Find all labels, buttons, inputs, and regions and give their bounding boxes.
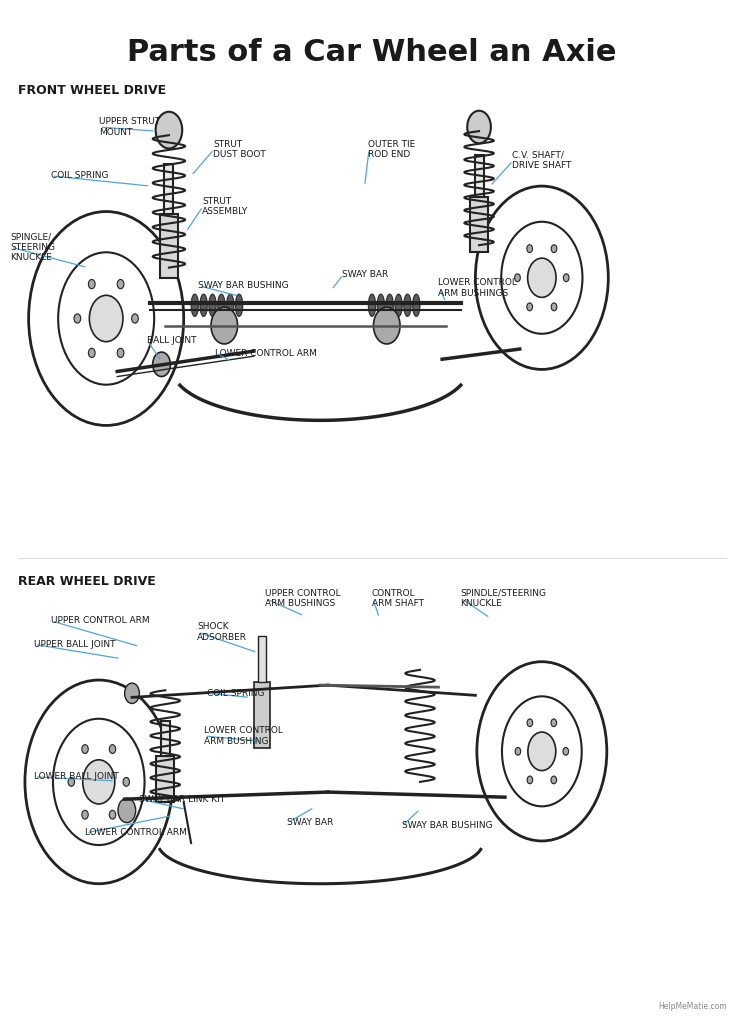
Text: COIL SPRING: COIL SPRING [207, 689, 264, 697]
Text: CONTROL
ARM SHAFT: CONTROL ARM SHAFT [372, 589, 424, 608]
Ellipse shape [395, 294, 403, 316]
Circle shape [89, 295, 123, 342]
Circle shape [123, 777, 129, 786]
Ellipse shape [368, 294, 376, 316]
Ellipse shape [218, 294, 225, 316]
Circle shape [528, 732, 556, 771]
Ellipse shape [377, 294, 385, 316]
Circle shape [118, 798, 135, 822]
Text: LOWER CONTROL
ARM BUSHING: LOWER CONTROL ARM BUSHING [204, 726, 283, 745]
Circle shape [109, 810, 116, 819]
Text: UPPER CONTROL
ARM BUSHINGS: UPPER CONTROL ARM BUSHINGS [265, 589, 341, 608]
Ellipse shape [235, 294, 243, 316]
Circle shape [118, 348, 124, 357]
Circle shape [109, 744, 116, 754]
Circle shape [153, 352, 170, 377]
Ellipse shape [191, 294, 199, 316]
Circle shape [373, 307, 400, 344]
Text: FRONT WHEEL DRIVE: FRONT WHEEL DRIVE [18, 84, 166, 97]
Text: SWAY BAR BUSHING: SWAY BAR BUSHING [199, 282, 289, 291]
Text: SWAY BAR LINK KIT: SWAY BAR LINK KIT [139, 795, 225, 804]
Circle shape [551, 719, 557, 727]
FancyBboxPatch shape [475, 155, 484, 198]
Text: STRUT
DUST BOOT: STRUT DUST BOOT [214, 139, 266, 159]
FancyBboxPatch shape [254, 682, 270, 749]
Circle shape [125, 683, 139, 703]
FancyBboxPatch shape [156, 757, 174, 802]
Ellipse shape [200, 294, 208, 316]
Circle shape [467, 111, 491, 143]
FancyBboxPatch shape [161, 721, 170, 757]
Circle shape [527, 245, 533, 253]
Circle shape [515, 273, 520, 282]
Circle shape [515, 748, 521, 755]
FancyBboxPatch shape [258, 636, 266, 682]
Circle shape [89, 280, 95, 289]
Text: STRUT
ASSEMBLY: STRUT ASSEMBLY [202, 197, 248, 216]
Circle shape [551, 303, 557, 311]
Circle shape [527, 719, 533, 727]
Text: LOWER BALL JOINT: LOWER BALL JOINT [33, 772, 118, 781]
FancyBboxPatch shape [160, 214, 178, 278]
Text: SWAY BAR: SWAY BAR [287, 818, 333, 827]
Text: SPINGLE/
STEERING
KNUCKLE: SPINGLE/ STEERING KNUCKLE [10, 232, 55, 262]
Circle shape [132, 314, 138, 324]
Circle shape [563, 748, 568, 755]
Circle shape [527, 258, 556, 297]
Circle shape [83, 760, 115, 804]
Ellipse shape [404, 294, 411, 316]
Circle shape [211, 307, 237, 344]
Text: SWAY BAR BUSHING: SWAY BAR BUSHING [402, 821, 493, 830]
Circle shape [82, 744, 89, 754]
Text: HelpMeMatie.com: HelpMeMatie.com [658, 1002, 726, 1011]
Ellipse shape [413, 294, 420, 316]
Circle shape [551, 776, 557, 783]
Text: COIL SPRING: COIL SPRING [51, 171, 109, 180]
Text: SWAY BAR: SWAY BAR [342, 270, 388, 280]
Circle shape [82, 810, 89, 819]
Text: OUTER TIE
ROD END: OUTER TIE ROD END [368, 139, 416, 159]
Circle shape [155, 112, 182, 148]
Text: C.V. SHAFT/
DRIVE SHAFT: C.V. SHAFT/ DRIVE SHAFT [513, 151, 571, 170]
Text: LOWER CONTROL
ARM BUSHINGS: LOWER CONTROL ARM BUSHINGS [438, 279, 517, 298]
Text: BALL JOINT: BALL JOINT [147, 337, 196, 345]
FancyBboxPatch shape [470, 198, 488, 252]
Text: REAR WHEEL DRIVE: REAR WHEEL DRIVE [18, 575, 155, 588]
Text: UPPER BALL JOINT: UPPER BALL JOINT [33, 640, 115, 649]
Circle shape [527, 303, 533, 311]
Circle shape [118, 280, 124, 289]
Text: UPPER STRUT
MOUNT: UPPER STRUT MOUNT [99, 118, 160, 137]
Ellipse shape [386, 294, 394, 316]
Text: LOWER CONTROL ARM: LOWER CONTROL ARM [216, 348, 318, 357]
Circle shape [551, 245, 557, 253]
Ellipse shape [226, 294, 234, 316]
Circle shape [527, 776, 533, 783]
Circle shape [563, 273, 569, 282]
Circle shape [89, 348, 95, 357]
Text: SPINDLE/STEERING
KNUCKLE: SPINDLE/STEERING KNUCKLE [461, 589, 547, 608]
Text: LOWER CONTROL ARM: LOWER CONTROL ARM [86, 828, 187, 838]
FancyBboxPatch shape [164, 164, 173, 214]
Circle shape [74, 314, 80, 324]
Text: UPPER CONTROL ARM: UPPER CONTROL ARM [51, 616, 150, 626]
Text: SHOCK
ADSORBER: SHOCK ADSORBER [197, 623, 247, 642]
Text: Parts of a Car Wheel an Axie: Parts of a Car Wheel an Axie [127, 39, 617, 68]
Ellipse shape [209, 294, 217, 316]
Circle shape [68, 777, 74, 786]
